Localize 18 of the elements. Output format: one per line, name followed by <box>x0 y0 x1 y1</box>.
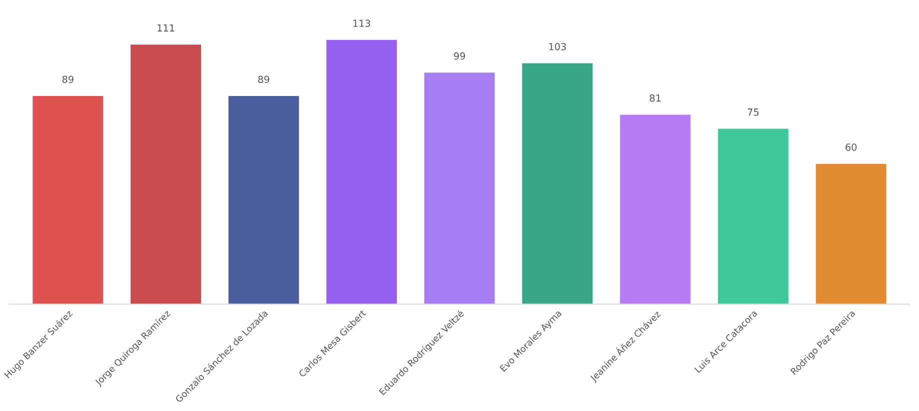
bar <box>326 40 397 304</box>
bar <box>522 63 593 304</box>
bar <box>620 114 691 304</box>
data-label: 60 <box>846 144 857 151</box>
data-label: 113 <box>353 20 370 27</box>
data-label: 103 <box>549 42 566 50</box>
data-label: 81 <box>650 94 661 102</box>
data-label: 111 <box>158 24 174 32</box>
data-label: 99 <box>454 52 465 60</box>
bar <box>816 164 886 304</box>
bar <box>130 44 202 304</box>
bar <box>32 96 104 304</box>
data-label: 75 <box>748 108 759 116</box>
data-label: 89 <box>62 76 74 84</box>
bar <box>718 128 788 304</box>
bar <box>424 72 495 304</box>
data-label: 89 <box>258 76 270 84</box>
bar <box>228 96 299 304</box>
